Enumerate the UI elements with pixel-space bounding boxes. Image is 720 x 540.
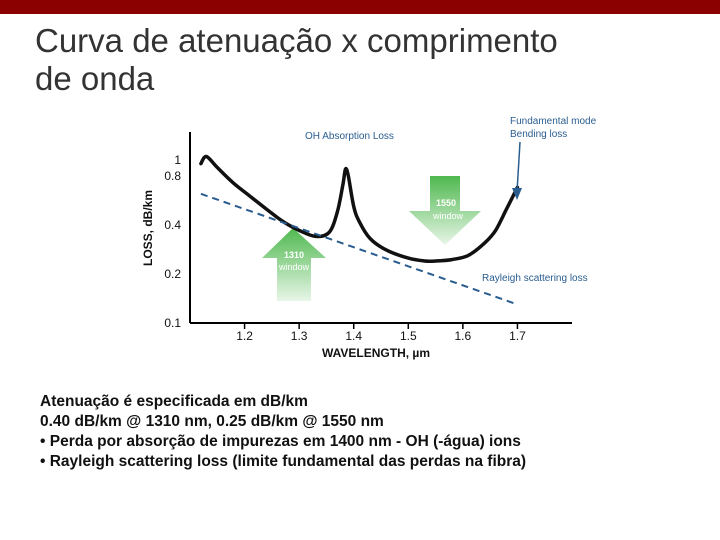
x-tick-label: 1.5 — [400, 329, 417, 343]
x-axis-title: WAVELENGTH, µm — [322, 346, 430, 360]
window-1550-arrow — [409, 176, 481, 245]
y-tick-label: 0.1 — [164, 316, 181, 330]
top-accent-bar — [0, 0, 720, 14]
x-tick-label: 1.2 — [236, 329, 253, 343]
window-1310-label: 1310 — [284, 250, 304, 260]
y-tick-label: 0.4 — [164, 218, 181, 232]
x-tick-label: 1.6 — [455, 329, 472, 343]
window-1310-sublabel: window — [278, 262, 310, 272]
note-line-3: • Perda por absorção de impurezas em 140… — [40, 433, 521, 450]
window-1550-label: 1550 — [436, 198, 456, 208]
x-tick-label: 1.4 — [345, 329, 362, 343]
window-1550-sublabel: window — [432, 211, 464, 221]
x-tick-label: 1.3 — [291, 329, 308, 343]
bending-loss-pointer — [516, 141, 521, 193]
oh-absorption-label: OH Absorption Loss — [305, 131, 394, 142]
rayleigh-scattering-line — [200, 192, 518, 306]
y-tick-label: 1 — [174, 153, 181, 167]
note-line-1: Atenuação é especificada em dB/km — [40, 393, 308, 410]
note-line-4: • Rayleigh scattering loss (limite funda… — [40, 453, 527, 470]
chart-ticks: 1.2 1.3 1.4 1.5 1.6 1.7 0.1 0.2 0.4 0.8 1 WAVELENGT… — [141, 153, 526, 360]
rayleigh-label: Rayleigh scattering loss — [482, 273, 588, 284]
bending-loss-label: Fundamental mode — [510, 116, 597, 127]
attenuation-curve — [199, 154, 520, 264]
slide-notes: Atenuação é especificada em dB/km 0.40 d… — [40, 392, 680, 472]
y-tick-label: 0.2 — [164, 267, 181, 281]
y-tick-label: 0.8 — [164, 169, 181, 183]
slide-title: Curva de atenuação x comprimento de onda — [35, 22, 695, 98]
chart-annotations: OH Absorption Loss Fundamental mode Bendin… — [305, 116, 597, 284]
y-axis-title: LOSS, dB/km — [141, 190, 155, 266]
note-line-2: 0.40 dB/km @ 1310 nm, 0.25 dB/km @ 1550 … — [40, 413, 384, 430]
slide-title-line-2: de onda — [35, 60, 155, 97]
x-tick-label: 1.7 — [509, 329, 526, 343]
slide-title-line-1: Curva de atenuação x comprimento — [35, 22, 558, 59]
window-1310-arrow — [262, 228, 326, 301]
bending-loss-sublabel: Bending loss — [510, 129, 567, 140]
chart-axes — [189, 132, 572, 324]
window-arrows: 1550 window 1310 window — [262, 176, 481, 301]
chart-series — [199, 154, 520, 306]
bending-loss-pointer-head — [512, 188, 522, 200]
